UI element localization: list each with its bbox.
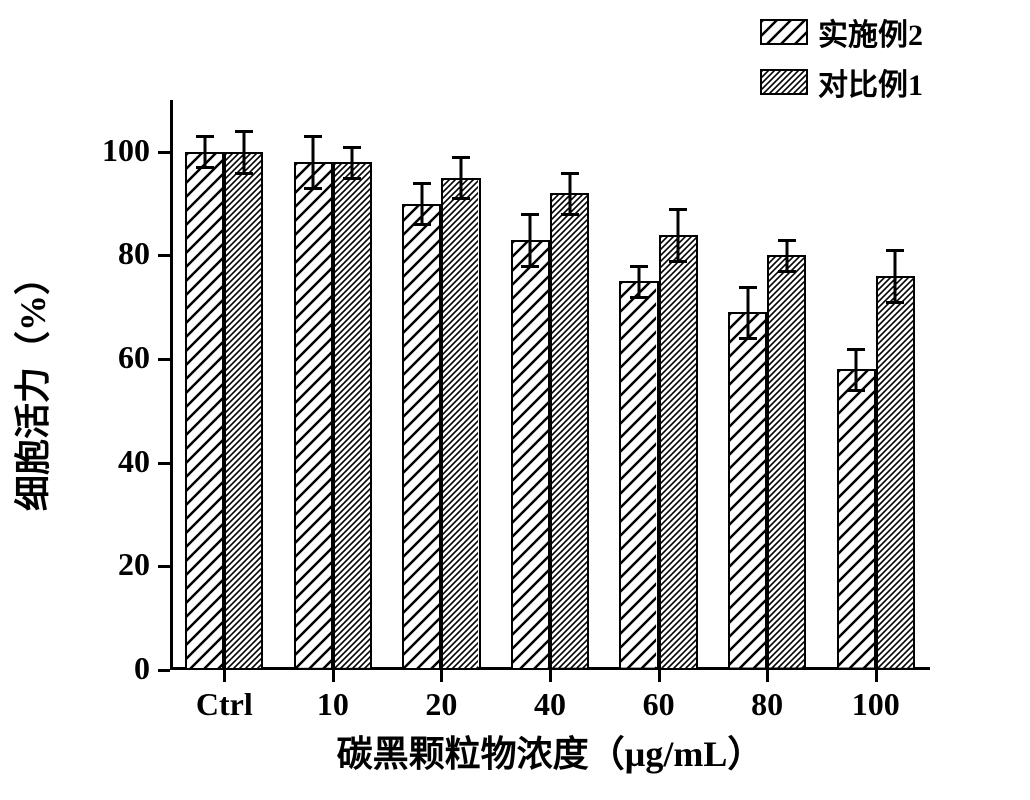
error-bar [203, 136, 206, 167]
y-tick-label: 40 [80, 443, 150, 480]
x-tick-label: 40 [496, 686, 605, 723]
error-cap [521, 265, 539, 268]
error-cap [561, 213, 579, 216]
legend-item: 实施例2 [760, 10, 923, 54]
y-tick [158, 358, 170, 361]
error-cap [847, 389, 865, 392]
y-axis-label: 细胞活力（%） [4, 259, 56, 511]
x-tick-label: Ctrl [170, 686, 279, 723]
error-cap [561, 172, 579, 175]
bar [659, 235, 698, 670]
y-tick-label: 60 [80, 339, 150, 376]
error-cap [196, 135, 214, 138]
error-cap [452, 197, 470, 200]
legend-item: 对比例1 [760, 60, 923, 104]
error-bar [459, 157, 462, 198]
error-cap [630, 296, 648, 299]
error-bar [785, 240, 788, 271]
x-tick-label: 80 [713, 686, 822, 723]
y-tick [158, 254, 170, 257]
error-cap [304, 135, 322, 138]
error-bar [677, 209, 680, 261]
chart-figure: 实施例2对比例1 细胞活力（%） 碳黑颗粒物浓度（µg/mL） 02040608… [0, 0, 1030, 800]
error-bar [529, 214, 532, 266]
legend-swatch [760, 69, 808, 95]
error-cap [452, 156, 470, 159]
y-tick-label: 0 [80, 650, 150, 687]
bar [294, 162, 333, 670]
x-axis-label: 碳黑颗粒物浓度（µg/mL） [170, 725, 930, 777]
bar [402, 204, 441, 670]
y-tick-label: 80 [80, 235, 150, 272]
bar [441, 178, 480, 670]
error-cap [739, 286, 757, 289]
error-cap [343, 177, 361, 180]
error-cap [413, 223, 431, 226]
error-cap [669, 208, 687, 211]
error-cap [739, 337, 757, 340]
error-cap [343, 146, 361, 149]
error-cap [235, 130, 253, 133]
error-cap [886, 249, 904, 252]
bar [224, 152, 263, 670]
y-tick-label: 100 [80, 132, 150, 169]
legend: 实施例2 对比例1 [760, 10, 923, 104]
x-tick-label: 100 [821, 686, 930, 723]
error-bar [351, 147, 354, 178]
bar [767, 255, 806, 670]
bar [333, 162, 372, 670]
y-tick-label: 20 [80, 546, 150, 583]
y-tick [158, 151, 170, 154]
error-cap [669, 260, 687, 263]
error-bar [855, 349, 858, 390]
bar [185, 152, 224, 670]
error-cap [886, 301, 904, 304]
error-cap [847, 348, 865, 351]
error-cap [304, 187, 322, 190]
error-cap [778, 239, 796, 242]
x-tick-label: 60 [604, 686, 713, 723]
error-cap [521, 213, 539, 216]
legend-label: 对比例1 [818, 60, 923, 104]
y-tick [158, 669, 170, 672]
error-bar [746, 287, 749, 339]
bar [619, 281, 658, 670]
error-bar [894, 250, 897, 302]
y-tick [158, 565, 170, 568]
error-bar [242, 131, 245, 172]
bar [837, 369, 876, 670]
error-cap [778, 270, 796, 273]
bar [550, 193, 589, 670]
error-cap [235, 172, 253, 175]
bar [876, 276, 915, 670]
error-bar [312, 136, 315, 188]
x-tick-label: 10 [279, 686, 388, 723]
bar [728, 312, 767, 670]
error-bar [638, 266, 641, 297]
error-cap [413, 182, 431, 185]
bar [511, 240, 550, 670]
error-cap [196, 166, 214, 169]
legend-label: 实施例2 [818, 10, 923, 54]
x-tick-label: 20 [387, 686, 496, 723]
error-bar [420, 183, 423, 224]
error-bar [568, 173, 571, 214]
legend-swatch [760, 19, 808, 45]
y-tick [158, 462, 170, 465]
error-cap [630, 265, 648, 268]
